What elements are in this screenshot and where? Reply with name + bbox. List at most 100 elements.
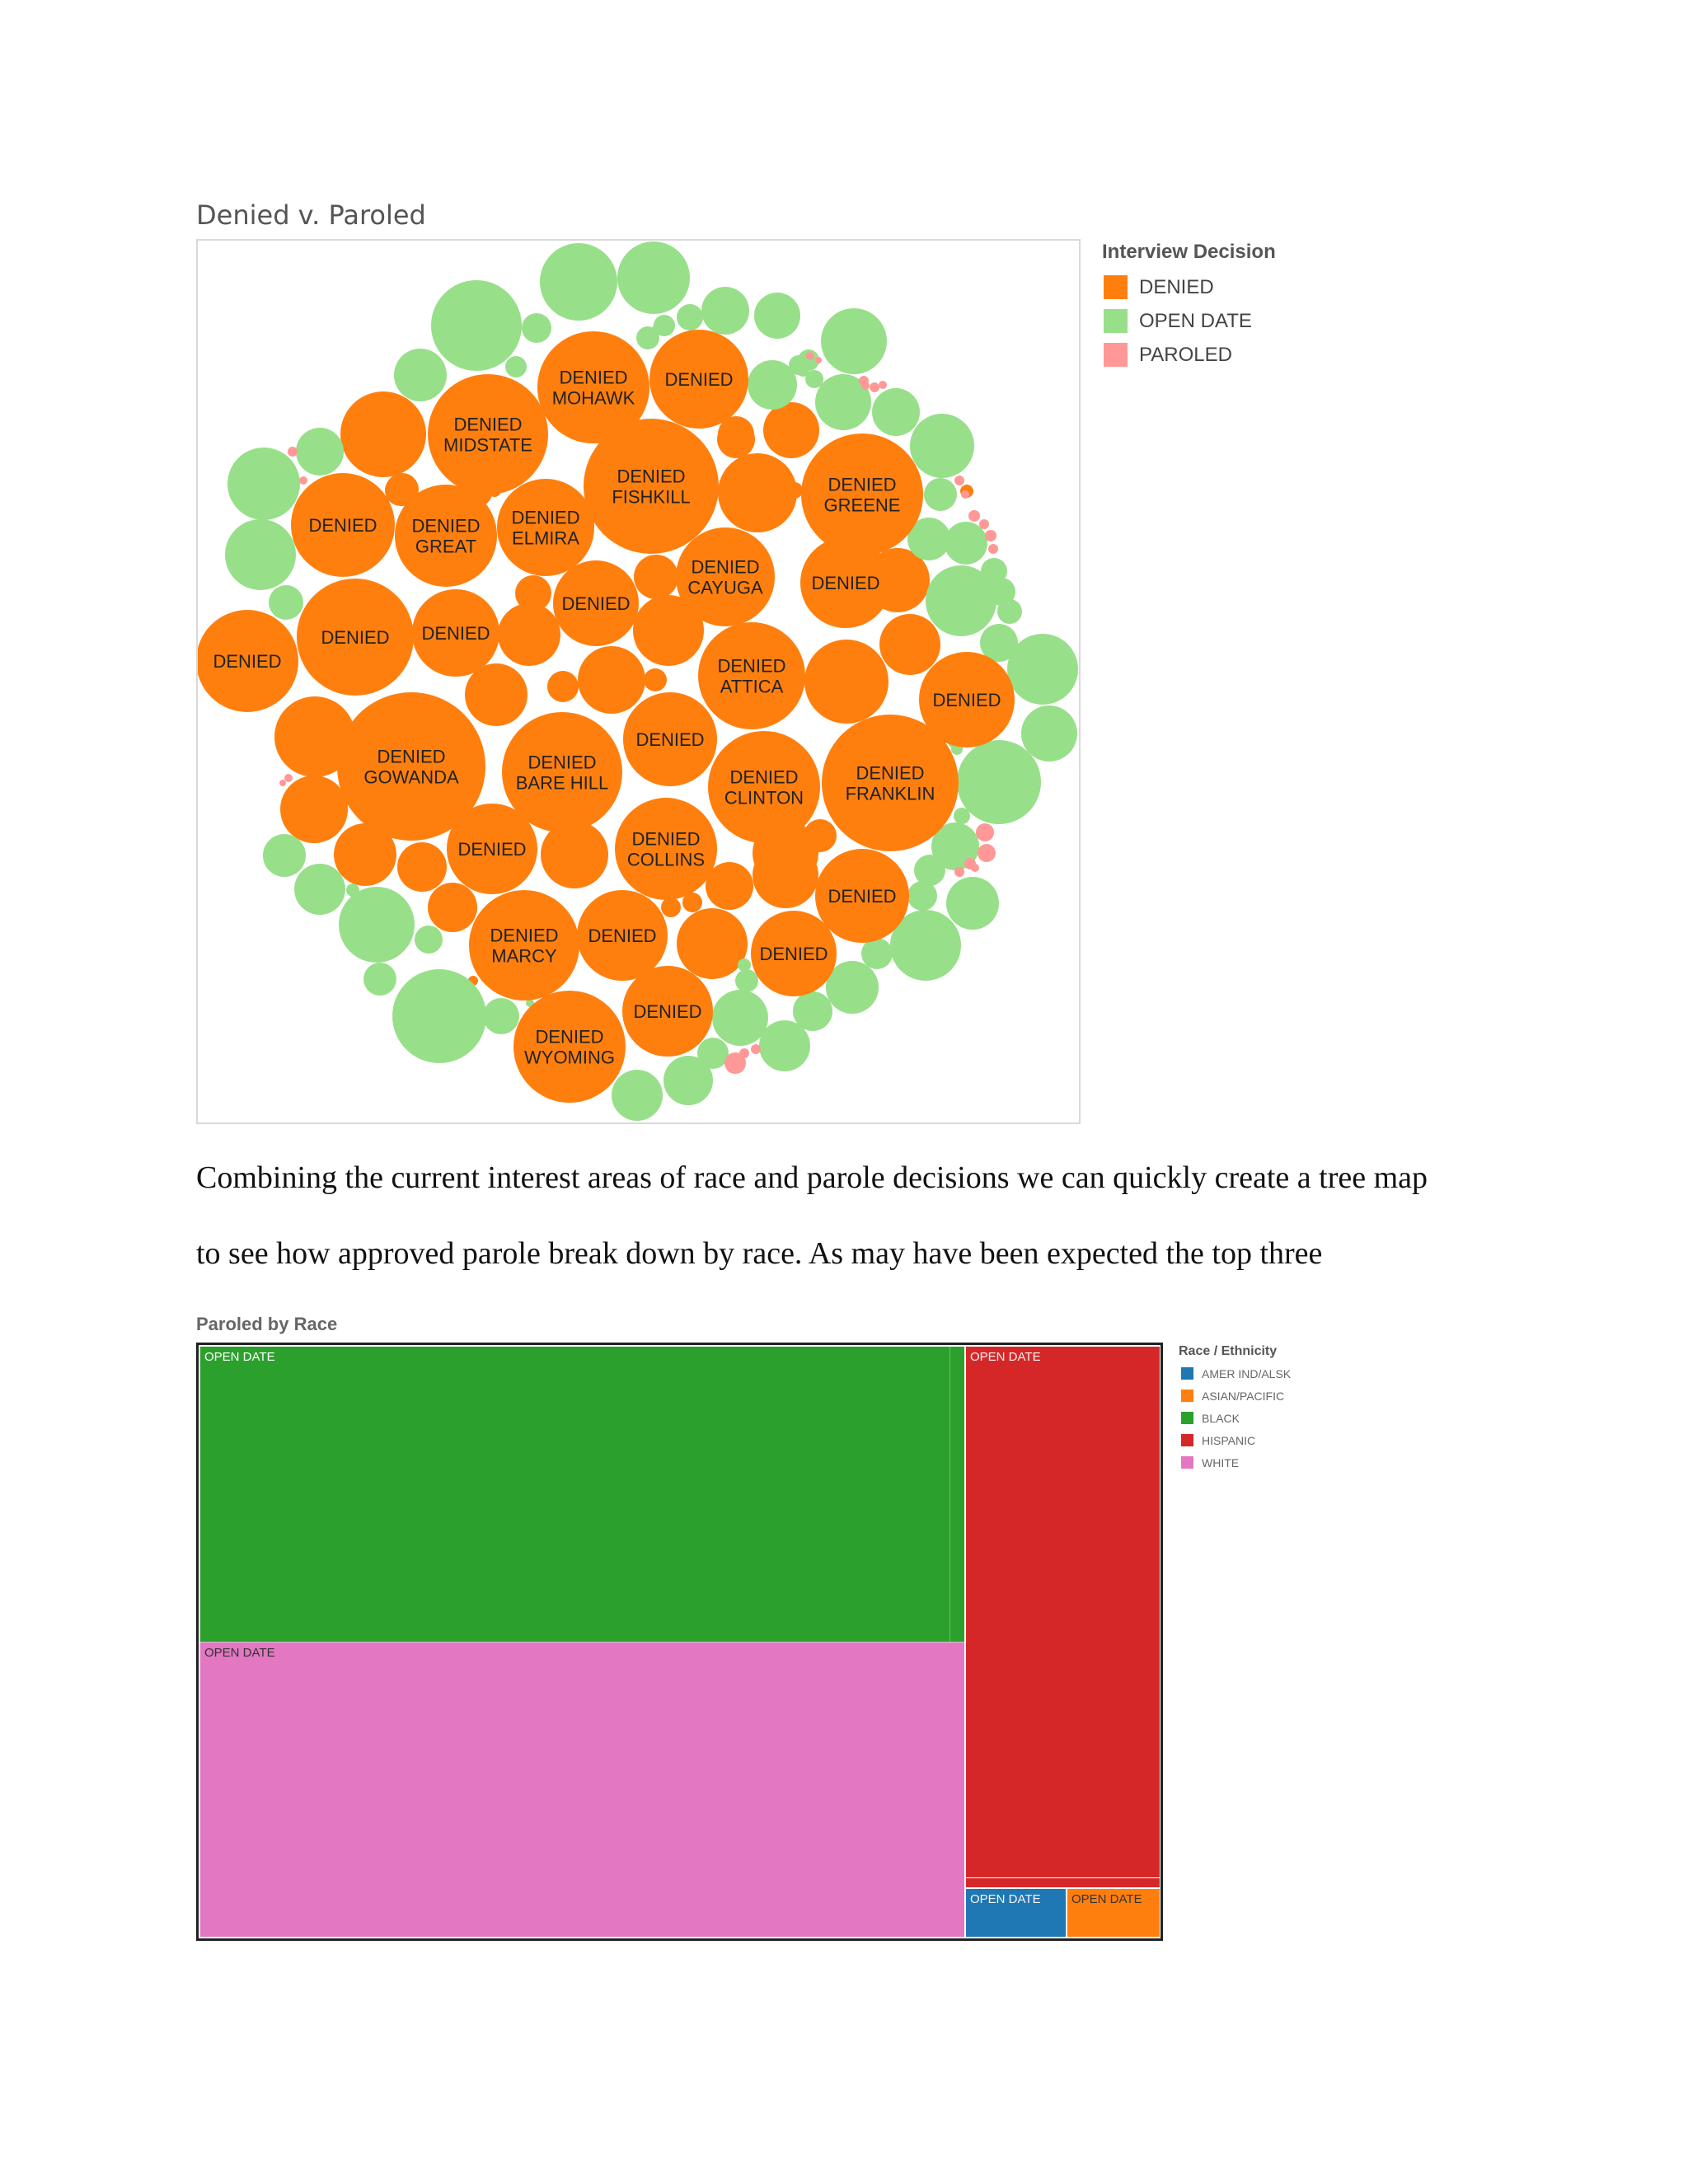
bubble-denied-collins[interactable] [615, 798, 717, 900]
bubble-open-date[interactable] [793, 991, 832, 1031]
bubble-paroled[interactable] [815, 357, 822, 363]
bubble-open-date[interactable] [910, 414, 974, 478]
bubble-denied[interactable] [800, 537, 891, 628]
treemap-tile-black[interactable]: OPEN DATE [200, 1347, 950, 1642]
bubble-open-date[interactable] [946, 877, 999, 930]
bubble-denied[interactable] [577, 890, 668, 981]
bubble-denied[interactable] [465, 663, 528, 726]
bubble-open-date[interactable] [738, 958, 751, 972]
bubble-open-date[interactable] [805, 370, 823, 388]
bubble-denied[interactable] [280, 776, 348, 843]
bubble-denied-bare-hill[interactable] [502, 712, 622, 832]
bubble-open-date[interactable] [394, 349, 447, 401]
bubble-denied[interactable] [634, 555, 678, 599]
bubble-denied[interactable] [786, 482, 803, 499]
bubble-denied[interactable] [340, 391, 426, 477]
bubble-open-date[interactable] [431, 280, 522, 371]
bubble-paroled[interactable] [288, 447, 298, 457]
bubble-open-date[interactable] [612, 1070, 663, 1121]
bubble-paroled[interactable] [870, 382, 879, 392]
bubble-open-date[interactable] [1021, 705, 1077, 762]
bubble-paroled[interactable] [284, 774, 293, 782]
bubble-denied-fishkill[interactable] [584, 419, 719, 554]
bubble-open-date[interactable] [263, 834, 306, 877]
bubble-paroled[interactable] [961, 490, 969, 499]
bubble-denied-midstate[interactable] [428, 374, 548, 494]
bubble-denied-great[interactable] [395, 485, 497, 587]
bubble-open-date[interactable] [748, 360, 797, 410]
bubble-open-date[interactable] [415, 926, 443, 954]
bubble-denied[interactable] [815, 849, 909, 943]
bubble-denied[interactable] [553, 560, 639, 646]
bubble-denied[interactable] [718, 416, 754, 452]
bubble-denied-greene[interactable] [801, 434, 923, 555]
bubble-denied[interactable] [397, 842, 447, 892]
legend-item-amer-ind-alsk[interactable]: AMER IND/ALSK [1179, 1362, 1291, 1385]
bubble-open-date[interactable] [617, 241, 690, 314]
bubble-open-date[interactable] [954, 808, 970, 824]
bubble-open-date[interactable] [735, 969, 758, 992]
legend-item-open-date[interactable]: OPEN DATE [1102, 304, 1276, 338]
bubble-paroled[interactable] [806, 352, 814, 360]
bubble-paroled[interactable] [861, 382, 870, 390]
bubble-open-date[interactable] [663, 1056, 713, 1105]
bubble-open-date[interactable] [269, 585, 303, 620]
bubble-denied[interactable] [879, 614, 940, 675]
bubble-paroled[interactable] [739, 1048, 749, 1058]
bubble-open-date[interactable] [931, 823, 979, 870]
legend-item-paroled[interactable]: PAROLED [1102, 338, 1276, 372]
bubble-denied[interactable] [578, 646, 645, 714]
legend-item-white[interactable]: WHITE [1179, 1451, 1291, 1474]
treemap-tile-white[interactable]: OPEN DATE [200, 1642, 964, 1937]
bubble-open-date[interactable] [945, 522, 987, 565]
bubble-paroled[interactable] [971, 864, 979, 872]
bubble-denied[interactable] [677, 908, 748, 979]
bubble-denied[interactable] [515, 575, 551, 612]
bubble-open-date[interactable] [924, 478, 957, 511]
bubble-denied-franklin[interactable] [822, 715, 959, 851]
bubble-denied-elmira[interactable] [497, 479, 594, 576]
bubble-paroled[interactable] [985, 530, 996, 541]
legend-item-asian-pacific[interactable]: ASIAN/PACIFIC [1179, 1385, 1291, 1407]
bubble-open-date[interactable] [826, 961, 879, 1014]
bubble-open-date[interactable] [907, 518, 950, 560]
bubble-denied[interactable] [623, 692, 717, 786]
bubble-open-date[interactable] [872, 388, 920, 436]
bubble-paroled[interactable] [979, 519, 989, 529]
bubble-open-date[interactable] [392, 969, 486, 1063]
bubble-open-date[interactable] [346, 883, 359, 897]
bubble-open-date[interactable] [636, 326, 659, 349]
bubble-paroled[interactable] [976, 823, 994, 841]
bubble-open-date[interactable] [712, 990, 768, 1046]
treemap-tile-hispanic-small[interactable] [964, 1877, 1160, 1887]
bubble-denied[interactable] [297, 579, 414, 696]
bubble-denied[interactable] [447, 804, 537, 894]
bubble-open-date[interactable] [759, 1020, 810, 1071]
treemap-tile-asian-pacific[interactable]: OPEN DATE [1066, 1889, 1160, 1937]
bubble-paroled[interactable] [879, 381, 887, 389]
bubble-denied-mohawk[interactable] [537, 331, 649, 443]
bubble-denied[interactable] [291, 473, 395, 577]
bubble-open-date[interactable] [505, 356, 527, 377]
bubble-open-date[interactable] [522, 313, 551, 343]
bubble-open-date[interactable] [339, 887, 415, 963]
bubble-open-date[interactable] [701, 287, 749, 335]
bubble-open-date[interactable] [815, 374, 871, 430]
bubble-denied[interactable] [644, 668, 667, 691]
bubble-denied[interactable] [804, 640, 889, 724]
bubble-denied-marcy[interactable] [469, 890, 579, 1001]
bubble-denied[interactable] [661, 898, 681, 917]
bubble-denied[interactable] [274, 696, 355, 777]
treemap-tile-hispanic[interactable]: OPEN DATE [964, 1347, 1160, 1877]
bubble-paroled[interactable] [279, 780, 286, 786]
bubble-denied[interactable] [541, 821, 608, 888]
bubble-denied[interactable] [649, 330, 748, 429]
bubble-open-date[interactable] [914, 855, 945, 886]
bubble-open-date[interactable] [980, 624, 1018, 662]
bubble-open-date[interactable] [363, 963, 396, 996]
bubble-paroled[interactable] [954, 867, 964, 877]
bubble-denied[interactable] [718, 453, 797, 532]
bubble-denied[interactable] [706, 862, 753, 910]
bubble-denied[interactable] [622, 966, 713, 1057]
bubble-open-date[interactable] [821, 308, 887, 374]
